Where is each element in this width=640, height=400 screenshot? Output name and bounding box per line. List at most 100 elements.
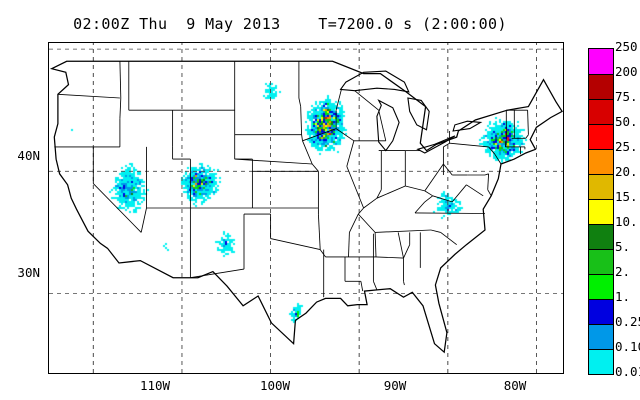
border-path — [301, 134, 303, 141]
y-axis-tick-label: 40N — [17, 148, 40, 163]
colorbar-band — [589, 174, 613, 199]
border-path — [376, 189, 382, 199]
border-path — [375, 256, 404, 259]
border-path — [234, 158, 313, 165]
border-path — [466, 184, 484, 197]
border-path — [397, 232, 404, 259]
border-path — [190, 268, 245, 279]
colorbar-tick-label: 15. — [615, 189, 638, 204]
colorbar-tick-label: 20. — [615, 164, 638, 179]
colorbar-tick-label: 75. — [615, 89, 638, 104]
y-axis-tick-label: 30N — [17, 265, 40, 280]
colorbar-band — [589, 324, 613, 349]
border-path — [403, 281, 405, 286]
colorbar-tick-label: 1. — [615, 289, 631, 304]
colorbar-band — [589, 224, 613, 249]
colorbar-tick-label: 0.25 — [615, 314, 640, 329]
colorbar-separator — [589, 224, 613, 225]
border-path — [373, 281, 378, 291]
border-path — [92, 183, 142, 233]
border-path — [451, 184, 467, 203]
colorbar-separator — [589, 99, 613, 100]
border-path — [527, 110, 529, 135]
border-path — [348, 232, 350, 257]
border-path — [335, 89, 342, 111]
x-axis-tick-label: 80W — [503, 378, 527, 393]
page-title: 02:00Z Thu 9 May 2013 T=7200.0 s (2:00:0… — [73, 15, 507, 33]
border-path — [443, 142, 450, 148]
coastline-path — [452, 120, 483, 132]
colorbar-band — [589, 349, 613, 374]
border-path — [494, 153, 502, 165]
border-path — [424, 195, 433, 203]
border-path — [525, 134, 529, 139]
colorbar-tick-label: 0.01 — [615, 364, 640, 379]
colorbar-tick-label: 0.10 — [615, 339, 640, 354]
colorbar-separator — [589, 74, 613, 75]
colorbar-separator — [589, 274, 613, 275]
colorbar-band — [589, 99, 613, 124]
colorbar[interactable] — [588, 48, 614, 375]
colorbar-tick-label: 5. — [615, 239, 631, 254]
border-path — [300, 106, 303, 135]
coastline-path — [49, 60, 563, 354]
colorbar-separator — [589, 249, 613, 250]
border-path — [443, 163, 453, 176]
colorbar-separator — [589, 174, 613, 175]
border-path — [357, 207, 364, 215]
border-path — [119, 97, 122, 119]
colorbar-band — [589, 249, 613, 274]
border-path — [414, 212, 486, 214]
border-path — [357, 213, 376, 233]
border-path — [440, 232, 457, 246]
coastline-path — [339, 70, 410, 93]
border-path — [140, 207, 147, 233]
coastline-path — [407, 97, 430, 131]
border-path — [378, 110, 387, 141]
x-axis-tick-label: 90W — [383, 378, 407, 393]
border-path — [346, 140, 355, 167]
border-path — [363, 197, 378, 209]
border-path — [424, 163, 444, 192]
border-path — [119, 61, 122, 99]
border-path — [311, 163, 319, 172]
colorbar-band — [589, 124, 613, 149]
border-path — [354, 90, 379, 111]
border-path — [375, 229, 432, 233]
border-path — [424, 190, 433, 197]
border-path — [484, 173, 489, 176]
colorbar-band — [589, 49, 613, 74]
colorbar-band — [589, 274, 613, 299]
border-path — [487, 173, 490, 190]
colorbar-band — [589, 149, 613, 174]
colorbar-tick-label: 200. — [615, 64, 640, 79]
border-path — [449, 142, 489, 148]
coastline-path — [376, 99, 400, 152]
border-path — [432, 195, 453, 203]
colorbar-separator — [589, 149, 613, 150]
border-path — [376, 185, 406, 199]
border-path — [302, 140, 313, 165]
colorbar-separator — [589, 124, 613, 125]
colorbar-band — [589, 74, 613, 99]
colorbar-separator — [589, 349, 613, 350]
x-axis-tick-label: 110W — [139, 378, 171, 393]
border-path — [430, 229, 441, 233]
colorbar-tick-label: 25. — [615, 139, 638, 154]
map-frame[interactable] — [48, 42, 564, 374]
border-path — [57, 93, 120, 99]
colorbar-separator — [589, 299, 613, 300]
border-path — [403, 244, 411, 259]
border-path — [298, 97, 302, 107]
colorbar-separator — [589, 324, 613, 325]
x-axis-tick-label: 100W — [259, 378, 291, 393]
border-path — [487, 189, 492, 197]
border-path — [405, 185, 425, 192]
colorbar-tick-label: 250. — [615, 39, 640, 54]
border-path — [270, 238, 321, 251]
border-path — [360, 281, 364, 292]
border-path — [346, 166, 364, 209]
colorbar-tick-label: 2. — [615, 264, 631, 279]
border-path — [302, 128, 337, 142]
